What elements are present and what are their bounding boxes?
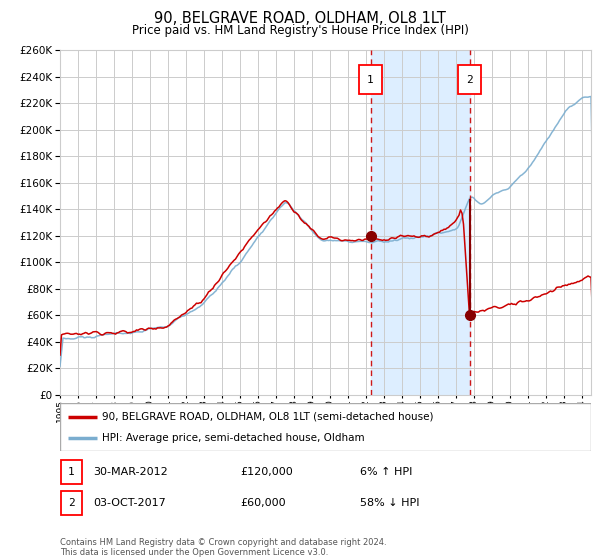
Text: Contains HM Land Registry data © Crown copyright and database right 2024.
This d: Contains HM Land Registry data © Crown c… [60, 538, 386, 557]
Text: £60,000: £60,000 [240, 498, 286, 508]
Text: £120,000: £120,000 [240, 467, 293, 477]
Text: 1: 1 [367, 74, 374, 85]
Bar [371, 50, 470, 395]
Text: 2: 2 [466, 74, 473, 85]
FancyBboxPatch shape [359, 65, 382, 94]
Text: 90, BELGRAVE ROAD, OLDHAM, OL8 1LT (semi-detached house): 90, BELGRAVE ROAD, OLDHAM, OL8 1LT (semi… [103, 412, 434, 422]
Text: 90, BELGRAVE ROAD, OLDHAM, OL8 1LT: 90, BELGRAVE ROAD, OLDHAM, OL8 1LT [154, 11, 446, 26]
Text: 6% ↑ HPI: 6% ↑ HPI [360, 467, 412, 477]
Text: Price paid vs. HM Land Registry's House Price Index (HPI): Price paid vs. HM Land Registry's House … [131, 24, 469, 36]
Text: 30-MAR-2012: 30-MAR-2012 [93, 467, 168, 477]
Text: 58% ↓ HPI: 58% ↓ HPI [360, 498, 419, 508]
Text: 1: 1 [68, 467, 75, 477]
Text: HPI: Average price, semi-detached house, Oldham: HPI: Average price, semi-detached house,… [103, 433, 365, 444]
Text: 03-OCT-2017: 03-OCT-2017 [93, 498, 166, 508]
Text: 2: 2 [68, 498, 75, 508]
FancyBboxPatch shape [458, 65, 481, 94]
